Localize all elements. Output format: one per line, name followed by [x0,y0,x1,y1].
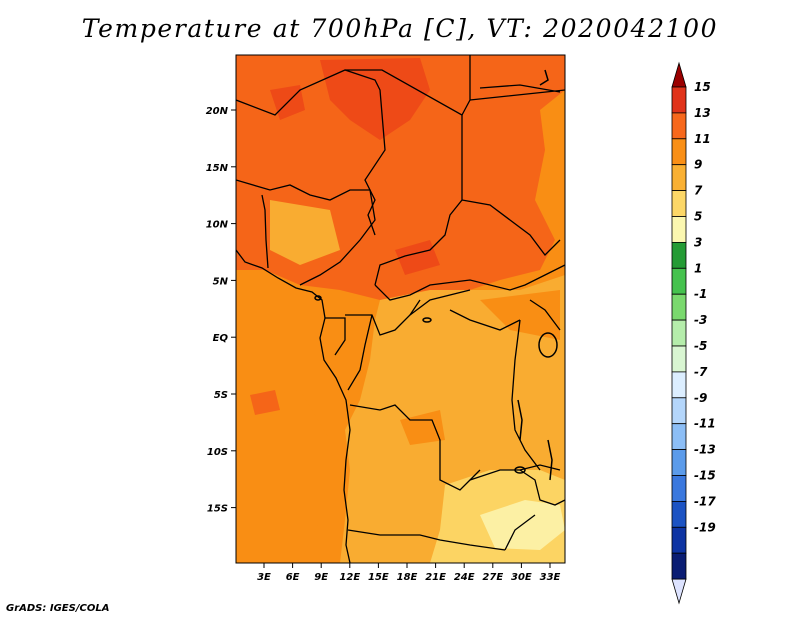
lon-tick-label: 27E [482,572,503,583]
colorbar-swatch [671,293,687,321]
colorbar-swatch [671,397,687,425]
colorbar-swatch [671,138,687,166]
lon-tick-label: 15E [368,572,389,583]
lat-tick-label: 20N [206,106,229,117]
colorbar-swatch [671,423,687,451]
colorbar-swatch [671,475,687,502]
border-benin [261,194,269,269]
border-angola-namibia [347,529,506,551]
colorbar-label: 3 [694,235,702,249]
colorbar-label: -7 [694,365,708,379]
borders-layer [236,55,565,563]
colorbar-label: 13 [694,106,711,120]
colorbar-swatch [671,241,687,269]
map-title: Temperature at 700hPa [C], VT: 202004210… [81,14,719,43]
lon-tick-label: 21E [425,572,446,583]
latitude-axis: 20N 15N 10N 5N EQ 5S 10S 15S [206,106,236,515]
colorbar-swatch [671,345,687,373]
border-egypt [469,84,565,101]
lon-tick-label: 18E [397,572,418,583]
lake-victoria [538,332,558,358]
colorbar-label: 1 [694,261,702,275]
colorbar-label: 7 [694,184,703,198]
lake-tanganyika [517,399,523,441]
colorbar-bottom-arrow [671,578,687,605]
colorbar-label: -5 [694,339,707,353]
longitude-axis: 3E 6E 9E 12E 15E 18E 21E 24E 27E 30E 33E [257,563,561,583]
lat-tick-label: 5N [213,276,229,287]
border-nigeria [236,179,376,286]
island-bioko [314,295,322,301]
colorbar-label: 5 [694,210,702,224]
lat-tick-label: 15N [206,163,229,174]
colorbar-label: -15 [694,469,716,483]
field-mild-west [270,200,340,265]
coastline-west-africa [236,249,351,563]
colorbar-label: -13 [694,443,716,457]
field-ocean-warm-spot [250,390,280,415]
temperature-field [236,55,565,563]
colorbar-swatch [671,449,687,476]
border-libya [345,69,463,286]
colorbar-swatch [671,112,687,140]
colorbar-label: -1 [694,287,707,301]
lon-tick-label: 9E [314,572,328,583]
border-congo [345,299,421,391]
border-east-lakes [511,299,561,471]
colorbar-label: 11 [694,132,711,146]
colorbar-top-arrow [671,61,687,88]
lat-tick-label: 10N [206,220,229,231]
grads-credit: GrADS: IGES/COLA [6,603,110,614]
field-hotter-core [320,58,430,140]
lat-tick-label: 15S [207,504,228,515]
colorbar-swatch [671,526,687,554]
lon-tick-label: 6E [286,572,300,583]
colorbar-label: -11 [694,417,716,431]
lon-tick-label: 12E [339,572,360,583]
lon-tick-label: 30E [511,572,532,583]
colorbar-label: -19 [694,520,716,534]
lake-kariba [514,466,526,474]
lat-tick-label: 5S [214,390,228,401]
lat-tick-label: 10S [207,447,228,458]
colorbar-swatch [671,190,687,217]
border-drc-east [409,289,521,331]
lon-tick-label: 24E [454,572,475,583]
colorbar-label: -3 [694,313,707,327]
lakes-layer [314,69,558,481]
colorbar: 15 13 11 9 7 5 3 1 -1 -3 -5 -7 -9 -11 -13 -15 -17 -19 [671,61,716,605]
border-gabon [325,317,346,356]
border-zimbabwe [519,469,565,506]
field-warm-patch [400,290,560,445]
field-ocean-south [236,390,330,563]
colorbar-label: -17 [694,494,716,508]
colorbar-swatch [671,267,687,295]
colorbar-label: -9 [694,391,707,405]
colorbar-swatch [671,319,687,347]
border-drc-angola [349,404,481,491]
red-sea-coast [539,69,549,86]
colorbar-swatch [671,552,687,580]
lake-malawi [547,439,553,481]
field-hotter-spots [270,85,440,275]
colorbar-label: 15 [694,80,711,94]
colorbar-swatch [671,164,687,191]
lon-tick-label: 3E [257,572,271,583]
colorbar-swatch [671,216,687,243]
lon-tick-label: 33E [540,572,561,583]
colorbar-label: 9 [694,158,702,172]
lake-small-1 [422,317,432,323]
lat-tick-label: EQ [213,333,229,344]
border-car [374,264,565,301]
colorbar-swatch [671,86,687,114]
map-frame [235,54,566,564]
colorbar-swatch [671,500,687,528]
colorbar-swatch [671,371,687,399]
